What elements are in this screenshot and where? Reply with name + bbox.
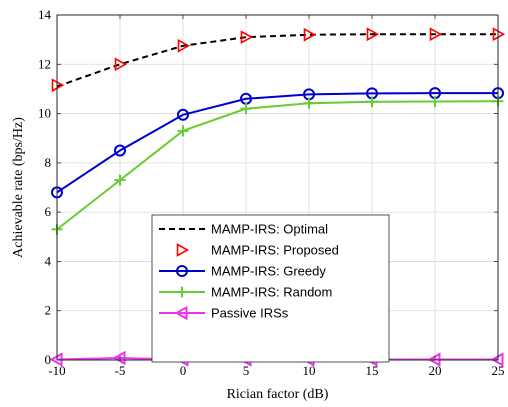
data-point	[177, 108, 189, 121]
legend-item: Passive IRSs	[159, 306, 289, 321]
x-tick-label: -5	[115, 363, 126, 378]
legend-box	[151, 214, 390, 363]
y-tick-label: 4	[45, 253, 52, 268]
y-tick-label: 2	[45, 303, 52, 318]
data-point	[429, 27, 443, 42]
data-point	[114, 144, 126, 157]
x-tick-label: 0	[180, 363, 187, 378]
legend-item: MAMP-IRS: Random	[159, 285, 332, 300]
y-tick-label: 6	[45, 204, 52, 219]
x-tick-label: 15	[366, 363, 379, 378]
series-line	[56, 100, 499, 231]
data-point	[114, 57, 128, 72]
data-point	[366, 27, 380, 42]
y-tick-label: 14	[38, 7, 52, 22]
x-tick-label: -10	[48, 363, 65, 378]
legend-label: Passive IRSs	[211, 306, 289, 321]
legend-marker	[174, 305, 188, 321]
data-point	[240, 103, 252, 115]
x-tick-label: 5	[243, 363, 250, 378]
y-axis-title: Achievable rate (bps/Hz)	[11, 117, 26, 258]
legend-label: MAMP-IRS: Optimal	[211, 222, 328, 237]
legend-item: MAMP-IRS: Optimal	[159, 222, 328, 237]
data-point	[177, 125, 189, 137]
legend: MAMP-IRS: Optimal MAMP-IRS: Proposed MAMP-…	[151, 214, 390, 363]
data-point	[366, 96, 378, 108]
data-point	[429, 95, 441, 107]
legend-marker	[176, 265, 188, 277]
x-tick-label: 20	[429, 363, 442, 378]
legend-label: MAMP-IRS: Proposed	[211, 243, 339, 258]
legend-marker	[176, 243, 190, 257]
data-point	[112, 350, 126, 366]
series-line	[56, 33, 498, 88]
x-axis-title: Rician factor (dB)	[227, 387, 329, 402]
legend-marker	[176, 286, 188, 298]
legend-item: MAMP-IRS: Proposed	[176, 243, 339, 258]
data-point	[240, 30, 254, 45]
axis-ticks: -10 -5 0 5 10 15 20 25 0 2 4 6 8 10 12 14	[38, 7, 505, 378]
data-point	[114, 174, 126, 186]
legend-label: MAMP-IRS: Greedy	[211, 264, 326, 279]
data-point	[303, 27, 317, 42]
legend-label: MAMP-IRS: Random	[211, 285, 332, 300]
x-tick-label: 10	[303, 363, 316, 378]
data-point	[303, 97, 315, 109]
x-tick-label: 25	[492, 363, 505, 378]
data-point	[177, 38, 191, 53]
y-tick-label: 12	[38, 56, 51, 71]
series-mamp-irs-optimal	[56, 33, 498, 88]
legend-item: MAMP-IRS: Greedy	[159, 264, 326, 279]
y-tick-label: 10	[38, 106, 51, 121]
series-line	[56, 92, 498, 194]
y-tick-label: 8	[45, 155, 52, 170]
y-tick-label: 0	[45, 352, 52, 367]
